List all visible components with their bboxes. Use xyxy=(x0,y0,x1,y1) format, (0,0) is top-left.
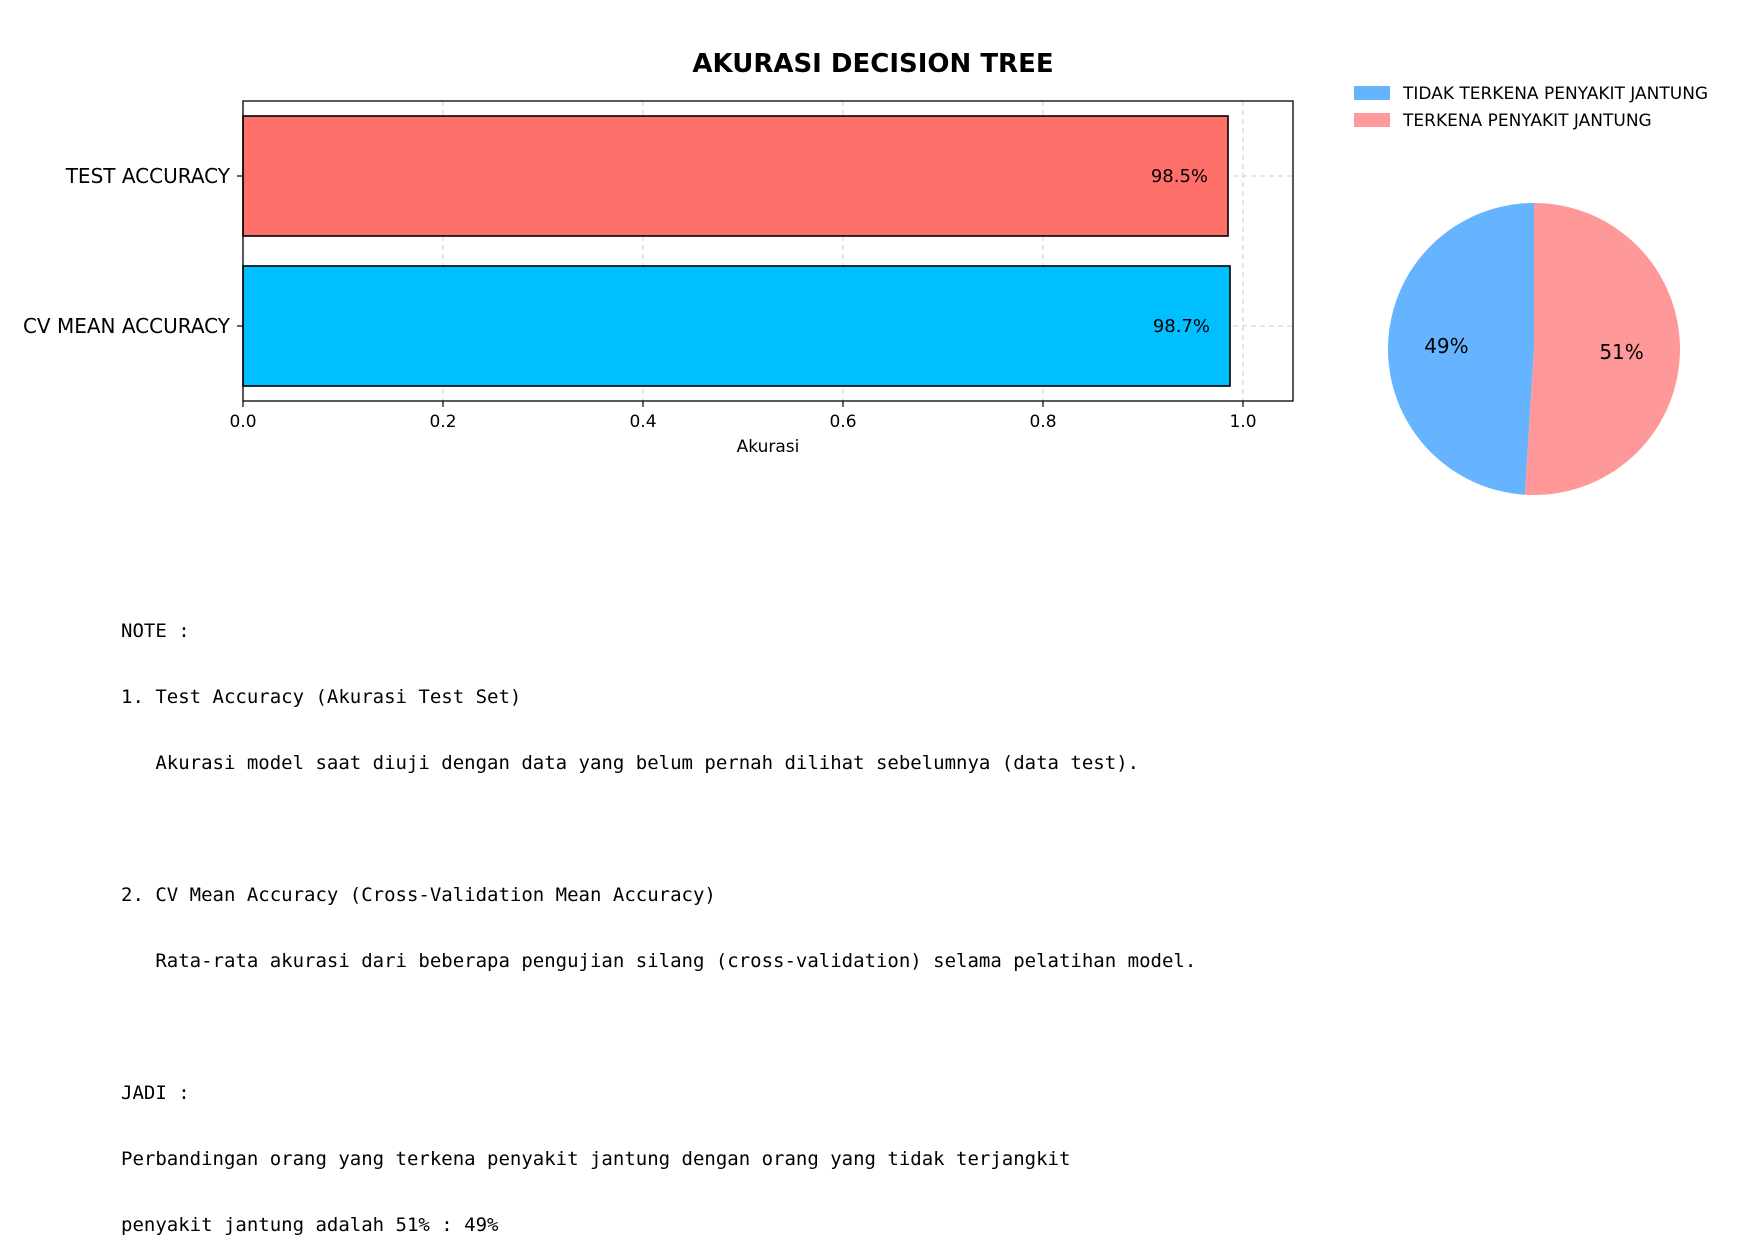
note-heading: NOTE : xyxy=(121,620,190,642)
note-line-6 xyxy=(121,1016,1196,1038)
x-tick-label-4: 0.8 xyxy=(1029,412,1056,432)
note-line-8: Perbandingan orang yang terkena penyakit… xyxy=(121,1148,1071,1170)
note-line-2: Akurasi model saat diuji dengan data yan… xyxy=(121,752,1140,774)
bar-chart-title: AKURASI DECISION TREE xyxy=(692,49,1053,79)
pie-value-label-0: 49% xyxy=(1424,334,1468,358)
bar-1 xyxy=(242,265,1231,387)
bar-0 xyxy=(242,115,1229,237)
x-tick-label-2: 0.4 xyxy=(629,412,656,432)
legend-label-1: TERKENA PENYAKIT JANTUNG xyxy=(1402,111,1652,131)
pie-slice-0 xyxy=(1387,203,1534,495)
note-block: NOTE : 1. Test Accuracy (Akurasi Test Se… xyxy=(121,576,1196,1258)
legend-swatch-0 xyxy=(1354,86,1390,100)
bar-value-label-0: 98.5% xyxy=(1151,166,1208,187)
legend-swatch-1 xyxy=(1354,113,1390,127)
x-tick-label-5: 1.0 xyxy=(1229,412,1256,432)
note-conclusion-heading: JADI : xyxy=(121,1082,190,1104)
legend-label-0: TIDAK TERKENA PENYAKIT JANTUNG xyxy=(1402,84,1708,104)
note-line-9: penyakit jantung adalah 51% : 49% xyxy=(121,1214,499,1236)
pie-slice-1 xyxy=(1524,203,1680,495)
y-tick-label-0: TEST ACCURACY xyxy=(65,164,231,188)
pie-value-label-1: 51% xyxy=(1599,340,1643,364)
bar-value-label-1: 98.7% xyxy=(1153,316,1210,337)
note-line-3 xyxy=(121,818,1196,840)
figure-canvas: 98.5% TEST ACCURACY 98.7% CV MEAN ACCURACY 0… xyxy=(23,49,1708,495)
x-tick-label-0: 0.0 xyxy=(229,412,256,432)
x-tick-label-3: 0.6 xyxy=(829,412,856,432)
note-line-4: 2. CV Mean Accuracy (Cross-Validation Me… xyxy=(121,884,716,906)
y-tick-label-1: CV MEAN ACCURACY xyxy=(23,314,231,338)
bar-axes-frame xyxy=(242,100,1294,402)
note-line-5: Rata-rata akurasi dari beberapa pengujia… xyxy=(121,950,1197,972)
x-axis-label: Akurasi xyxy=(737,437,800,457)
x-tick-label-1: 0.2 xyxy=(429,412,456,432)
note-line-1: 1. Test Accuracy (Akurasi Test Set) xyxy=(121,686,522,708)
